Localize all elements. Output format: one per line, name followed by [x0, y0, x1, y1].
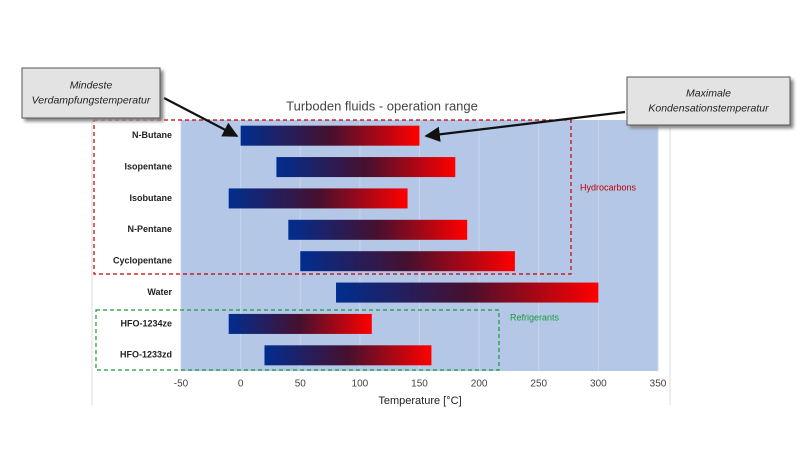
bar: [288, 219, 468, 240]
group-label: Hydrocarbons: [580, 182, 637, 192]
x-tick-label: 300: [590, 379, 607, 390]
y-tick-label: Isopentane: [124, 161, 172, 171]
x-tick-label: 50: [295, 379, 307, 390]
annotation-arrow: [163, 97, 239, 137]
x-tick-label: 150: [411, 379, 428, 390]
x-tick-label: 350: [650, 379, 667, 390]
annotation-box: [21, 67, 161, 119]
annotation-text: Kondensationstemperatur: [648, 102, 769, 114]
annotation-text: Verdampfungstemperatur: [32, 94, 151, 106]
bar: [336, 282, 599, 303]
bar: [228, 313, 372, 334]
annotation-text: Mindeste: [70, 79, 113, 91]
group-box: [95, 309, 500, 371]
bar: [300, 251, 515, 272]
x-tick-label: -50: [174, 379, 189, 390]
bar: [228, 188, 408, 209]
y-tick-label: N-Butane: [132, 130, 172, 140]
y-tick-label: HFO-1233zd: [120, 350, 172, 360]
x-tick-label: 250: [530, 379, 547, 390]
annotation-box: [626, 76, 791, 126]
x-tick-label: 100: [352, 379, 369, 390]
annotation-text: Maximale: [686, 87, 731, 99]
bar: [264, 345, 432, 366]
bar: [240, 125, 420, 146]
y-tick-label: N-Pentane: [127, 224, 172, 234]
chart-title: Turboden fluids - operation range: [286, 98, 478, 113]
group-label: Refrigerants: [510, 312, 560, 322]
x-tick-label: 200: [471, 379, 488, 390]
y-tick-label: Water: [147, 287, 172, 297]
y-tick-label: HFO-1234ze: [120, 318, 172, 328]
x-axis-title: Temperature [°C]: [378, 395, 461, 407]
x-tick-label: 0: [238, 379, 244, 390]
bar: [276, 157, 456, 178]
y-tick-label: Isobutane: [129, 193, 172, 203]
y-tick-label: Cyclopentane: [113, 256, 172, 266]
group-box: [93, 119, 572, 275]
annotation-arrow: [424, 110, 626, 142]
